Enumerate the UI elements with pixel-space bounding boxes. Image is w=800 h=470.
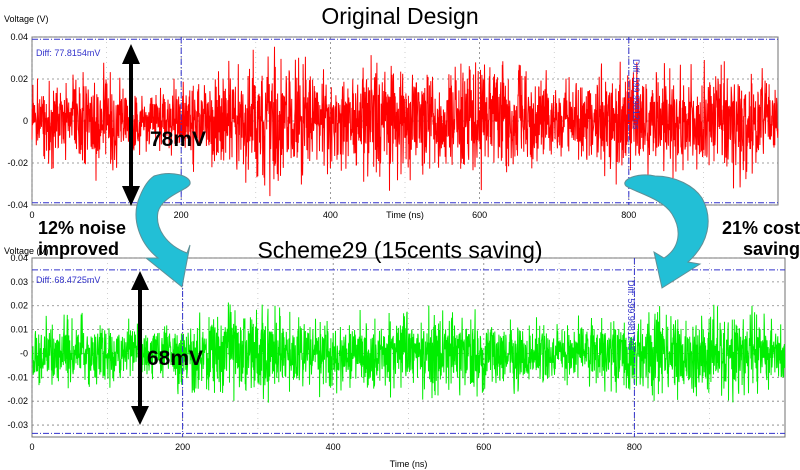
y-tick-label: 0.04 [10,253,28,263]
y-tick-label: -0.01 [7,372,28,382]
top-swing-label: 78mV [150,128,207,151]
y-tick-label: 0.03 [10,277,28,287]
y-axis-label: Voltage (V) [4,246,49,256]
y-tick-label: 0.04 [10,32,28,42]
y-tick-label: 0 [23,116,28,126]
y-tick-label: -0.02 [7,158,28,168]
signal-trace [31,302,786,403]
signal-trace [31,46,779,197]
y-tick-label: -0 [20,348,28,358]
x-tick-label: 800 [621,210,636,220]
bottom-swing-double-arrow [131,271,149,425]
noise-improved-callout: 12% noise improved [38,218,158,260]
time-diff-label: Diff: 599.99812ns [626,280,636,351]
x-tick-label: 600 [476,442,491,452]
y-tick-label: -0.03 [7,420,28,430]
y-tick-label: -0.02 [7,396,28,406]
x-tick-label: 400 [323,210,338,220]
cost-saving-callout: 21% cost saving [705,218,800,260]
x-axis-label: Time (ns) [390,459,428,469]
original-design-title: Original Design [321,3,479,29]
voltage-diff-label: Diff: 77.8154mV [36,48,100,58]
noise-callout-line2: improved [38,239,120,259]
y-tick-label: -0.04 [7,200,28,210]
scheme29-plot: 0.04 0.03 0.02 0.01 -0 -0.01 -0.02 -0.03 0 200 400… [4,246,786,469]
y-tick-label: 0.01 [10,325,28,335]
x-tick-label: 200 [174,210,189,220]
voltage-diff-label: Diff: 68.4725mV [36,275,100,285]
x-tick-label: 200 [175,442,190,452]
y-tick-label: 0.02 [10,301,28,311]
cost-saving-curved-arrow [624,174,709,289]
bottom-swing-label: 68mV [147,347,204,370]
x-tick-label: 0 [29,210,34,220]
top-swing-double-arrow [122,44,140,206]
scheme29-title: Scheme29 (15cents saving) [257,237,543,263]
cost-callout-line2: saving [742,239,800,259]
x-tick-label: 400 [326,442,341,452]
x-tick-label: 600 [472,210,487,220]
cost-callout-line1: 21% cost [721,218,800,238]
x-tick-label: 800 [627,442,642,452]
time-diff-label: Diff: 599.99812ns [631,59,641,130]
x-axis-label: Time (ns) [386,210,424,220]
noise-callout-line1: 12% noise [38,218,127,238]
y-tick-label: 0.02 [10,74,28,84]
noise-improvement-curved-arrow [135,173,191,288]
x-tick-label: 0 [29,442,34,452]
y-axis-label: Voltage (V) [4,14,49,24]
